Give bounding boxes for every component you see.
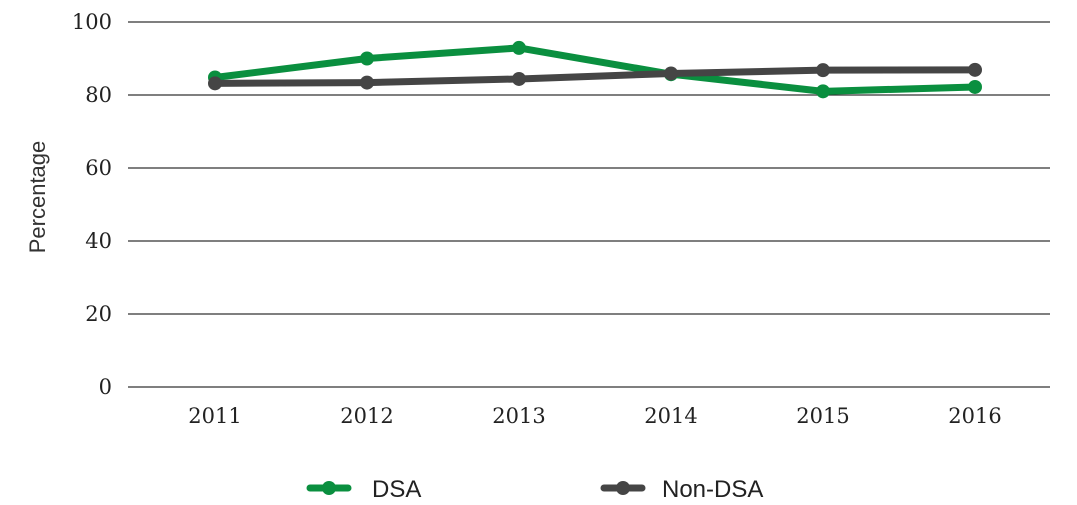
data-point-dsa [360,51,374,66]
legend-label: Non-DSA [662,476,763,503]
data-point-non-dsa [512,71,526,86]
x-tick-label: 2012 [340,404,393,428]
data-point-non-dsa [208,76,222,91]
x-axis-ticks: 2011 2012 2013 2014 2015 2016 [188,404,1001,428]
data-point-dsa [816,84,830,99]
data-point-non-dsa [664,66,678,81]
data-point-non-dsa [816,63,830,78]
legend-swatch-marker [322,481,336,495]
x-tick-label: 2015 [796,404,849,428]
x-tick-label: 2014 [644,404,697,428]
series-line-dsa [211,44,979,95]
legend-swatch-marker [616,481,630,495]
y-tick-label: 40 [85,229,112,253]
y-axis-ticks: 0 20 40 60 80 100 [72,10,112,399]
y-tick-label: 60 [85,156,112,180]
x-tick-label: 2011 [188,404,241,428]
data-point-dsa [512,40,526,55]
legend-item-non-dsa: Non-DSA [600,476,763,503]
y-axis-label: Percentage [25,141,50,254]
gridlines [128,21,1050,388]
series-non-dsa [208,62,982,91]
y-tick-label: 80 [85,83,112,107]
data-point-dsa [968,79,982,94]
legend-label: DSA [372,476,421,503]
data-point-non-dsa [360,75,374,90]
y-tick-label: 0 [99,375,112,399]
y-tick-label: 20 [85,302,112,326]
series-line-non-dsa [211,66,979,87]
legend: DSA Non-DSA [306,476,763,503]
x-tick-label: 2016 [948,404,1001,428]
y-tick-label: 100 [72,10,112,34]
legend-item-dsa: DSA [306,476,421,503]
series-group [208,40,982,99]
x-tick-label: 2013 [492,404,545,428]
data-point-non-dsa [968,62,982,77]
